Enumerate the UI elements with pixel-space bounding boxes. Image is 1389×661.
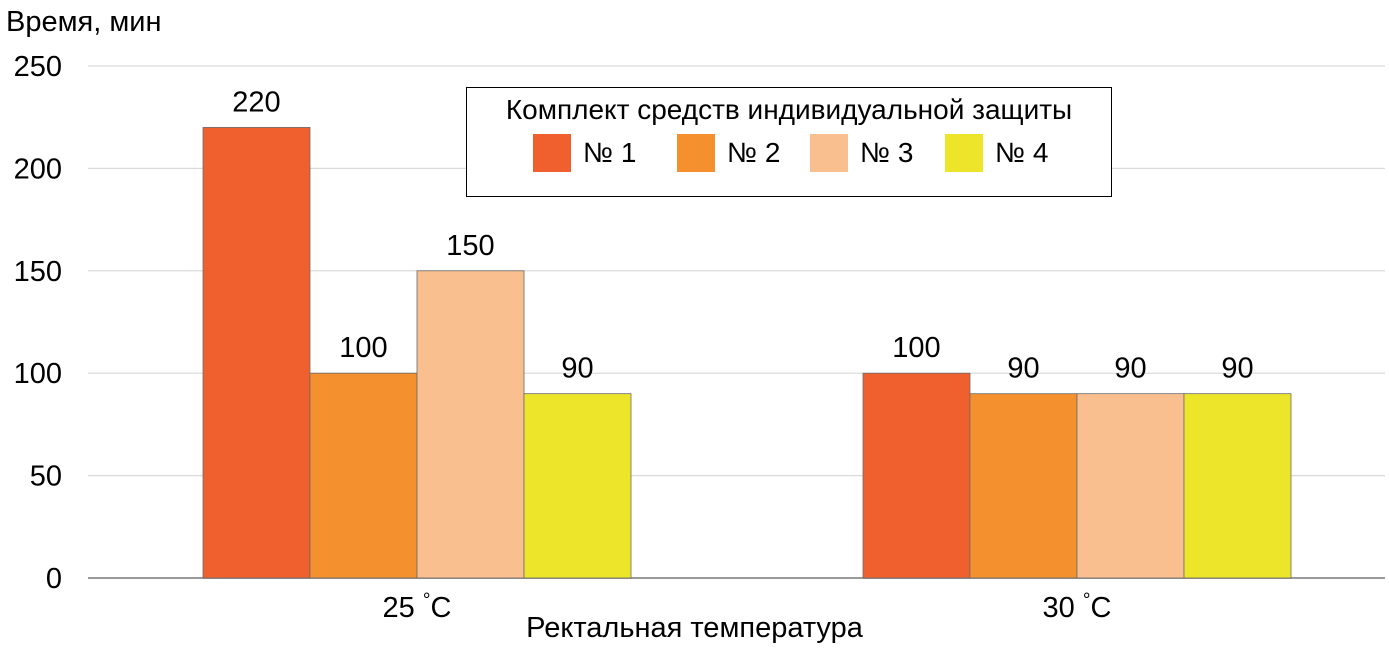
y-tick-label: 100 <box>14 358 62 390</box>
data-label: 90 <box>1114 353 1146 385</box>
x-tick-label: 30 °C <box>1043 590 1112 624</box>
y-axis-label: Время, мин <box>6 6 162 38</box>
bar <box>309 372 418 579</box>
legend-title: Комплект средств индивидуальной защиты <box>505 94 1073 125</box>
data-label: 90 <box>561 353 593 385</box>
legend-label-2: № 2 <box>727 137 781 168</box>
legend-label-3: № 3 <box>860 137 914 168</box>
bar <box>862 372 971 579</box>
bar <box>523 393 632 579</box>
y-tick-label: 200 <box>14 153 62 185</box>
data-label: 220 <box>232 86 280 118</box>
legend-swatch-2 <box>677 134 715 172</box>
x-axis-label: Ректальная температура <box>526 612 863 644</box>
data-label: 100 <box>339 332 387 364</box>
legend-item-1: № 1 <box>533 134 636 172</box>
legend-item-4: № 4 <box>945 134 1048 172</box>
y-tick-label: 0 <box>46 563 62 595</box>
x-axis-ticks: 25 °C 30 °C <box>383 590 1112 624</box>
legend-label-4: № 4 <box>995 137 1049 168</box>
x-tick-label: 25 °C <box>383 590 452 624</box>
legend-item-3: № 3 <box>810 134 913 172</box>
y-tick-label: 250 <box>14 51 62 83</box>
legend-swatch-4 <box>945 134 983 172</box>
legend-swatch-1 <box>533 134 571 172</box>
legend-label-1: № 1 <box>583 137 637 168</box>
data-label: 150 <box>446 230 494 262</box>
bar <box>1183 393 1292 579</box>
legend-item-2: № 2 <box>677 134 780 172</box>
bar <box>1076 393 1185 579</box>
legend-swatch-3 <box>810 134 848 172</box>
y-tick-label: 150 <box>14 256 62 288</box>
data-label: 100 <box>892 332 940 364</box>
bar <box>202 127 311 579</box>
bars <box>202 127 1292 579</box>
data-labels: 220 100 150 90 100 90 90 90 <box>232 86 1253 384</box>
y-axis-ticks: 0 50 100 150 200 250 <box>14 51 62 595</box>
y-tick-label: 50 <box>30 461 62 493</box>
data-label: 90 <box>1007 353 1039 385</box>
bar <box>969 393 1078 579</box>
data-label: 90 <box>1221 353 1253 385</box>
legend: Комплект средств индивидуальной защиты №… <box>466 87 1112 197</box>
bar <box>416 270 525 579</box>
